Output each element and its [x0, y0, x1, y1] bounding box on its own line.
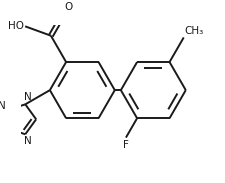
Text: HO: HO — [8, 21, 24, 31]
Text: N: N — [24, 136, 32, 146]
Text: O: O — [65, 2, 73, 12]
Text: N: N — [24, 92, 32, 102]
Text: F: F — [123, 140, 129, 150]
Text: CH₃: CH₃ — [185, 26, 204, 36]
Text: N: N — [0, 101, 6, 111]
